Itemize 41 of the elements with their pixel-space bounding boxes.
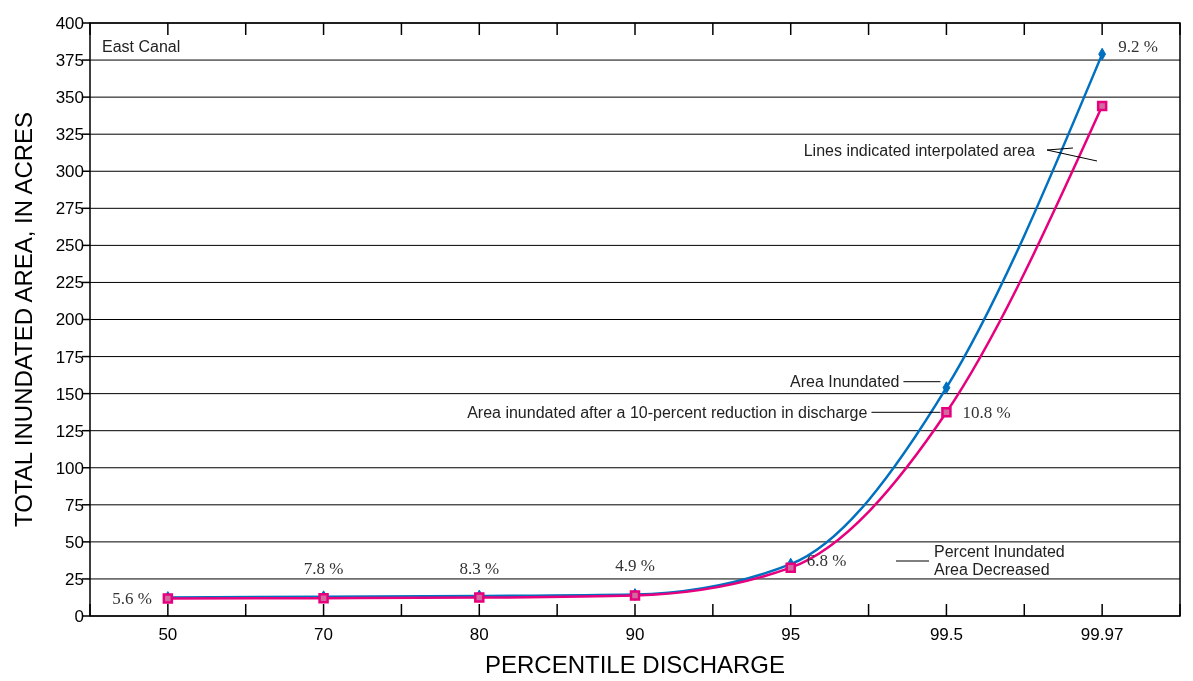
y-tick-label: 250 [55, 236, 84, 256]
x-tick-label: 95 [781, 625, 801, 644]
y-tick-label: 75 [65, 495, 84, 515]
annotation: 7.8 % [303, 559, 344, 579]
y-tick-label: 125 [55, 421, 84, 441]
annotation: Lines indicated interpolated area [803, 142, 1036, 159]
annotation: 4.9 % [615, 556, 655, 576]
annotation: 6.8 % [806, 550, 847, 570]
y-tick-label: 325 [55, 125, 84, 145]
x-tick-label: 80 [469, 625, 489, 644]
x-tick-label: 90 [625, 625, 645, 644]
x-tick-label: 99.97 [1080, 625, 1124, 644]
y-tick-label: 400 [55, 13, 84, 33]
y-tick-label: 100 [55, 458, 84, 478]
x-tick-label: 70 [314, 625, 334, 644]
y-tick-label: 0 [74, 606, 84, 626]
y-tick-label: 25 [65, 569, 84, 589]
y-tick-label: 50 [65, 532, 84, 552]
point [785, 562, 796, 573]
x-axis-title: PERCENTILE DISCHARGE [484, 651, 786, 678]
text: Area Inundated [790, 373, 900, 391]
annotation: Percent Inundated Area Decreased [934, 543, 1065, 578]
point [941, 407, 952, 418]
y-tick-label: 225 [55, 273, 84, 293]
y-tick-label: 200 [55, 310, 84, 330]
annotation: 5.6 % [112, 589, 152, 609]
annotation: 9.2 % [1118, 37, 1158, 57]
y-tick-label: 300 [55, 162, 84, 182]
y-tick-label: 275 [55, 199, 84, 219]
annotation: 8.3 % [459, 558, 500, 578]
x-tick-label: 50 [158, 625, 178, 644]
y-axis-title: TOTAL INUNDATED AREA, IN ACRES [10, 111, 37, 528]
point [1096, 100, 1108, 112]
x-tick-label: 99.5 [929, 625, 963, 644]
y-tick-label: 350 [55, 88, 84, 108]
y-tick-label: 150 [55, 384, 84, 404]
annotation: 10.8 % [962, 403, 1011, 423]
y-tick-label: 175 [55, 347, 84, 367]
annotation: East Canal [102, 38, 181, 55]
y-tick-label: 375 [55, 51, 84, 71]
text: Area inundated after a 10-percent reduction in discharge [467, 403, 868, 421]
